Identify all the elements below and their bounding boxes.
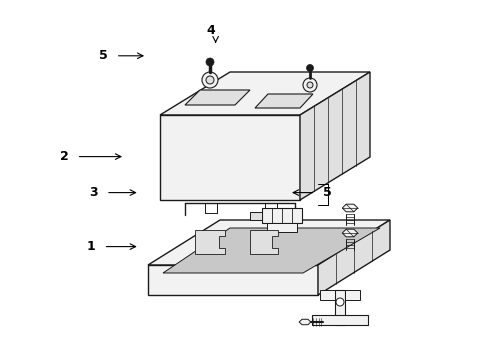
Polygon shape <box>160 115 300 200</box>
Circle shape <box>202 72 218 88</box>
Polygon shape <box>320 290 335 300</box>
Polygon shape <box>250 212 262 220</box>
Text: 4: 4 <box>207 24 216 37</box>
Polygon shape <box>300 72 370 200</box>
Polygon shape <box>262 208 302 223</box>
Polygon shape <box>267 223 297 232</box>
Polygon shape <box>185 90 250 105</box>
Circle shape <box>206 58 214 66</box>
Circle shape <box>206 76 214 84</box>
Polygon shape <box>160 72 370 115</box>
Circle shape <box>336 298 344 306</box>
Polygon shape <box>335 290 345 325</box>
Polygon shape <box>163 228 380 273</box>
Circle shape <box>307 82 313 88</box>
Polygon shape <box>345 290 360 300</box>
Circle shape <box>303 78 317 92</box>
Polygon shape <box>343 229 358 237</box>
Polygon shape <box>255 94 313 108</box>
Text: 2: 2 <box>60 150 69 163</box>
Polygon shape <box>195 230 225 254</box>
Circle shape <box>307 64 314 72</box>
Polygon shape <box>148 220 390 265</box>
Polygon shape <box>318 220 390 295</box>
Text: 1: 1 <box>87 240 96 253</box>
Polygon shape <box>312 315 368 325</box>
Text: 5: 5 <box>99 49 108 62</box>
Text: 5: 5 <box>323 186 332 199</box>
Polygon shape <box>299 319 311 325</box>
Text: 3: 3 <box>89 186 98 199</box>
Polygon shape <box>343 204 358 212</box>
Polygon shape <box>148 265 318 295</box>
Polygon shape <box>250 230 278 254</box>
